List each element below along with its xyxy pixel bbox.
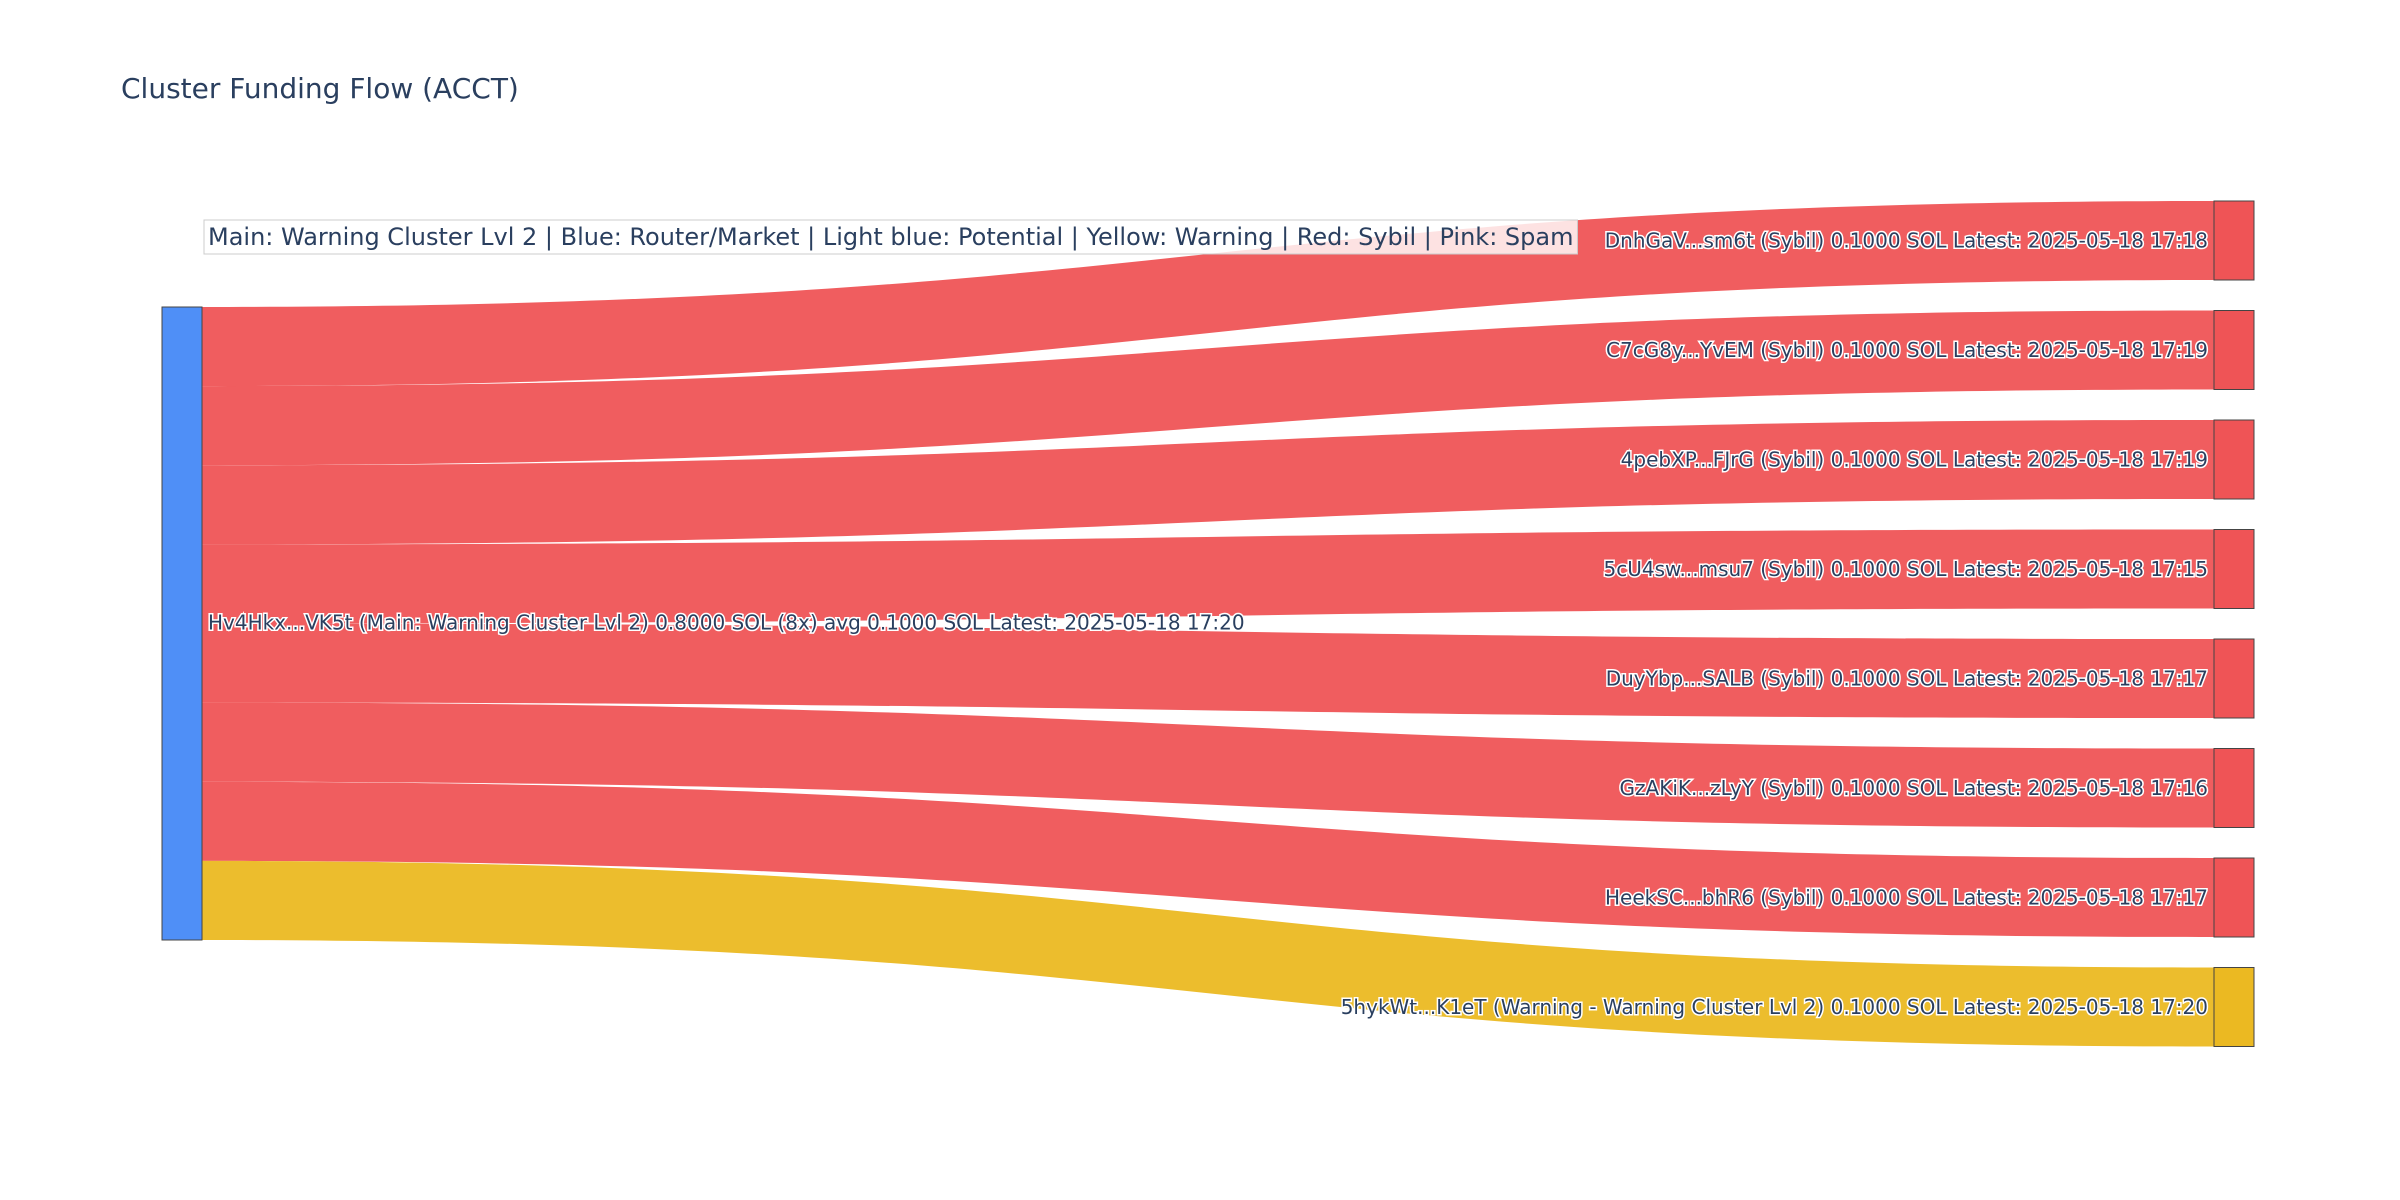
target-node-label-4: 5cU4sw...msu7 (Sybil) 0.1000 SOL Latest:… [1604, 557, 2208, 581]
chart-title: Cluster Funding Flow (ACCT) [121, 72, 519, 105]
legend-annotation-text: Main: Warning Cluster Lvl 2 | Blue: Rout… [208, 223, 1573, 251]
flow-link-3 [202, 420, 2214, 545]
flow-link-2 [202, 310, 2214, 466]
legend-annotation: Main: Warning Cluster Lvl 2 | Blue: Rout… [203, 219, 1578, 255]
source-node [161, 306, 203, 941]
nodes-layer [161, 200, 2255, 1047]
target-node-label-8: 5hykWt...K1eT (Warning - Warning Cluster… [1341, 995, 2208, 1019]
links-layer [202, 201, 2214, 1047]
target-node-label-2: C7cG8y...YvEM (Sybil) 0.1000 SOL Latest:… [1606, 338, 2208, 362]
target-node-1 [2213, 200, 2255, 281]
target-node-label-7: HeekSC...bhR6 (Sybil) 0.1000 SOL Latest:… [1605, 886, 2208, 910]
flow-link-1 [202, 201, 2214, 387]
flow-link-4 [202, 529, 2214, 624]
target-node-8 [2213, 967, 2255, 1047]
flow-link-8 [202, 860, 2214, 1047]
flow-link-6 [202, 702, 2214, 828]
source-node-label: Hv4Hkx...VK5t (Main: Warning Cluster Lvl… [208, 611, 1245, 635]
target-node-label-3: 4pebXP...FJrG (Sybil) 0.1000 SOL Latest:… [1621, 448, 2208, 472]
target-node-3 [2213, 419, 2255, 500]
legend-annotation-box [203, 219, 1578, 255]
target-node-5 [2213, 638, 2255, 719]
target-node-2 [2213, 310, 2255, 390]
flow-link-7 [202, 781, 2214, 937]
target-node-label-5: DuyYbp...SALB (Sybil) 0.1000 SOL Latest:… [1606, 667, 2208, 691]
target-node-label-6: GzAKiK...zLyY (Sybil) 0.1000 SOL Latest:… [1620, 776, 2208, 800]
flow-link-5 [202, 623, 2214, 718]
target-node-6 [2213, 748, 2255, 828]
target-node-label-1: DnhGaV...sm6t (Sybil) 0.1000 SOL Latest:… [1605, 229, 2208, 253]
labels-layer: Hv4Hkx...VK5t (Main: Warning Cluster Lvl… [207, 227, 2210, 1021]
target-node-7 [2213, 857, 2255, 938]
target-node-4 [2213, 529, 2255, 609]
